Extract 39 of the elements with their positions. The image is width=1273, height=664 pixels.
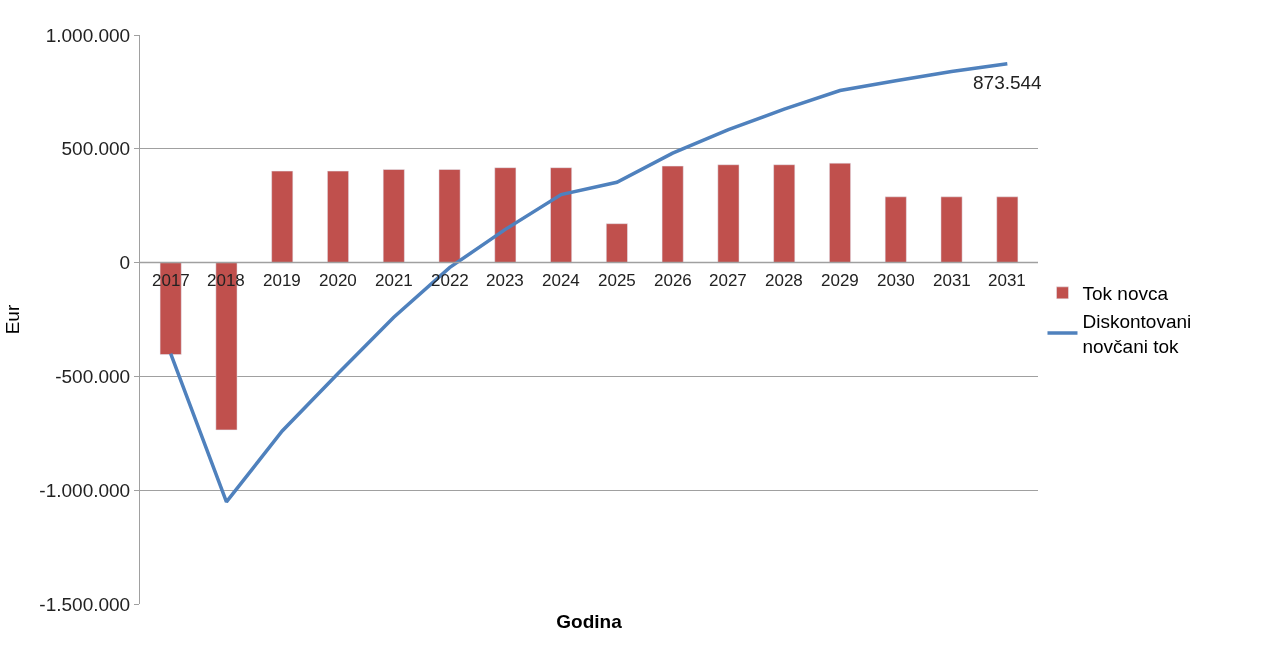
y-tick-label: -1.000.000 [39,479,131,501]
data-label: 873.544 [973,72,1043,93]
x-tick-label: 2019 [263,271,301,290]
x-tick-label: 2022 [431,271,469,290]
x-tick-label: 2025 [598,271,636,290]
x-tick-label: 2023 [486,271,524,290]
bar [773,164,796,263]
y-tick-label: -500.000 [55,366,131,388]
x-tick-label: 2028 [765,271,803,290]
y-tick-label: -1.500.000 [39,593,131,615]
legend-label: Diskontovani novčani tok [1082,310,1192,357]
x-tick-label: 2020 [319,271,357,290]
bar [940,196,963,263]
y-axis-title: Eur [2,304,24,335]
bar [996,196,1019,263]
bar [382,169,405,263]
legend-label: Tok novca [1082,283,1169,305]
bar [494,167,517,263]
x-tick-label: 2026 [654,271,692,290]
bar [661,165,684,263]
bar [550,167,572,263]
x-tick-label: 2021 [375,271,413,290]
x-tick-label: 2031 [988,271,1026,290]
bar [327,170,349,263]
bar [717,164,740,263]
bar [829,162,851,263]
bar [606,223,628,263]
x-tick-label: 2027 [709,271,747,290]
y-tick-label: 1.000.000 [45,24,131,46]
x-tick-label: 2024 [542,271,580,290]
x-tick-label: 2030 [877,271,915,290]
x-tick-label: 2029 [821,271,859,290]
bar [271,170,294,263]
x-tick-label: 2031 [933,271,971,290]
bar [884,196,907,263]
y-tick-label: 500.000 [61,138,131,160]
y-tick-label: 0 [119,252,131,274]
bar [438,169,461,263]
x-axis-title: Godina [556,610,623,632]
